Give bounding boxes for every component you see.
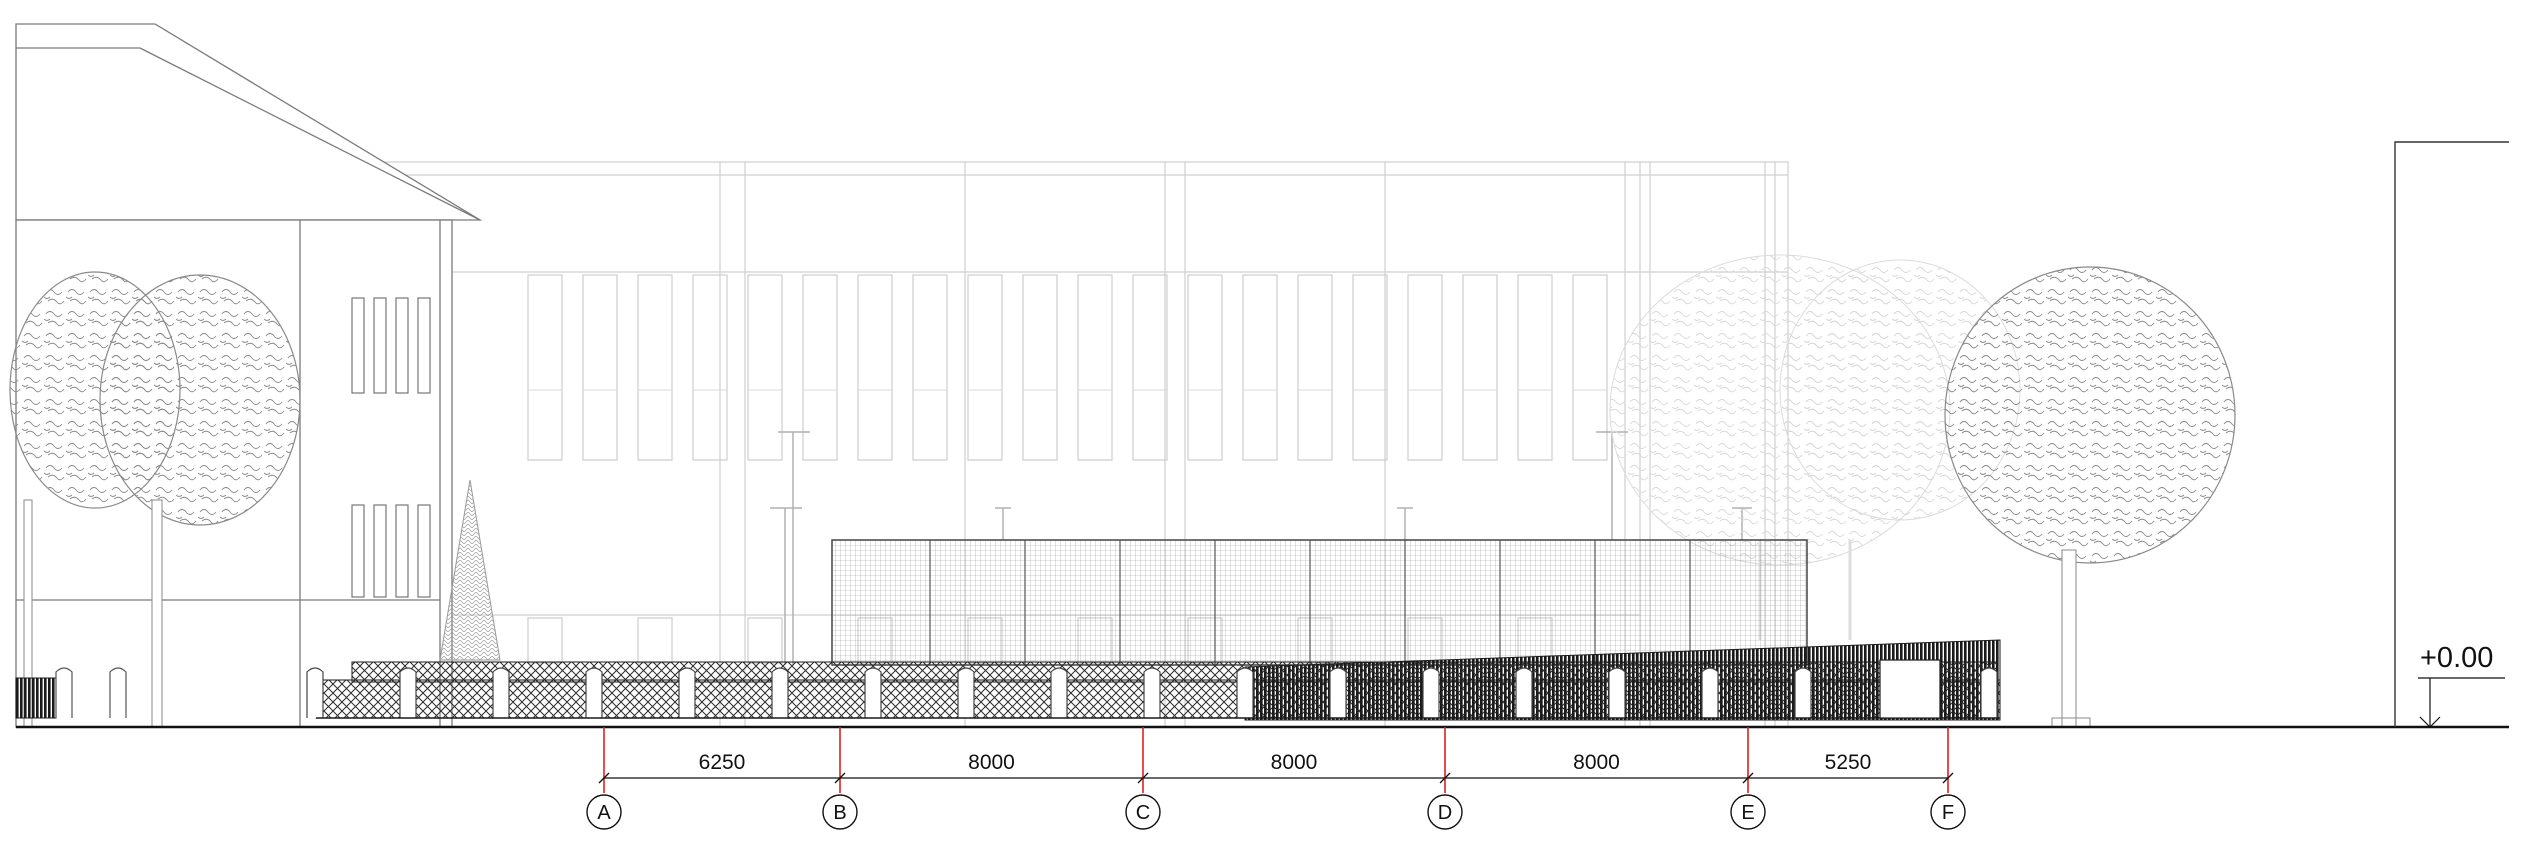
grid-label: F: [1942, 802, 1954, 824]
window: [1132, 274, 1168, 461]
level-marker: +0.00: [2418, 642, 2505, 728]
window: [912, 274, 948, 461]
window: [857, 274, 893, 461]
right-tree: [1944, 266, 2236, 728]
gate-pavilion: [1879, 659, 1941, 719]
window: [395, 297, 409, 394]
window: [637, 274, 673, 461]
window: [1242, 274, 1278, 461]
fence-post: [585, 667, 603, 718]
window: [1352, 274, 1388, 461]
window: [637, 617, 673, 664]
dimension-value: 8000: [1573, 751, 1620, 774]
fence-post: [957, 667, 975, 718]
fence-post: [1050, 667, 1068, 718]
mesh-structure: [831, 539, 1808, 666]
grid-bubble: [1427, 794, 1463, 830]
window: [802, 274, 838, 461]
window: [1077, 274, 1113, 461]
window: [1572, 274, 1608, 461]
dimension-value: 6250: [699, 751, 746, 774]
grid-label: E: [1741, 802, 1754, 824]
grid-label: D: [1438, 802, 1452, 824]
fence-post: [1980, 667, 1998, 718]
window: [967, 274, 1003, 461]
left-house-windows: [351, 297, 431, 598]
left-gate: [15, 667, 127, 719]
level-label: +0.00: [2420, 642, 2493, 674]
window: [1187, 274, 1223, 461]
dimension-value: 8000: [1271, 751, 1318, 774]
fence-post: [1329, 667, 1347, 718]
window: [527, 274, 563, 461]
fence-post: [1236, 667, 1254, 718]
window: [1517, 274, 1553, 461]
window: [747, 617, 783, 664]
window: [692, 274, 728, 461]
dimension-tick: [1439, 772, 1451, 784]
light-poles: [770, 431, 1752, 665]
window: [1407, 274, 1443, 461]
dimension-tick: [1137, 772, 1149, 784]
right-building-outline: [2394, 141, 2509, 727]
fence-post: [864, 667, 882, 718]
fence-post: [1515, 667, 1533, 718]
window: [351, 504, 365, 598]
fence-post: [306, 667, 324, 718]
window: [1462, 274, 1498, 461]
fence-post: [1794, 667, 1812, 718]
window: [527, 617, 563, 664]
dimension-value: 5250: [1825, 751, 1872, 774]
fence-post: [1701, 667, 1719, 718]
window: [747, 274, 783, 461]
fence-post: [1608, 667, 1626, 718]
fence-post: [492, 667, 510, 718]
grid-bubble: [1930, 794, 1966, 830]
grid-bubble: [1125, 794, 1161, 830]
window: [373, 504, 387, 598]
window: [582, 274, 618, 461]
dimension-value: 8000: [968, 751, 1015, 774]
grid-bubble: [1730, 794, 1766, 830]
structural-grid: A B C D E F: [586, 727, 1966, 830]
window: [417, 504, 431, 598]
grid-bubble: [822, 794, 858, 830]
window: [1022, 274, 1058, 461]
window: [373, 297, 387, 394]
dimension-tick: [1742, 772, 1754, 784]
dimension-tick: [598, 772, 610, 784]
grid-label: C: [1136, 802, 1150, 824]
dimension-tick: [834, 772, 846, 784]
window: [351, 297, 365, 394]
fence-post: [1422, 667, 1440, 718]
window: [395, 504, 409, 598]
fence-post: [771, 667, 789, 718]
left-trees: [9, 271, 301, 728]
window: [1297, 274, 1333, 461]
fence: [306, 661, 2001, 719]
grid-label: A: [597, 802, 611, 824]
grid-label: B: [833, 802, 846, 824]
dimension-tick: [1942, 772, 1954, 784]
window: [417, 297, 431, 394]
grid-bubble: [586, 794, 622, 830]
dimension-chain: 6250 8000 8000 8000 5250: [598, 751, 1954, 784]
conifer-tree: [439, 479, 501, 661]
fence-post: [399, 667, 417, 718]
fence-post: [678, 667, 696, 718]
fence-post: [1143, 667, 1161, 718]
